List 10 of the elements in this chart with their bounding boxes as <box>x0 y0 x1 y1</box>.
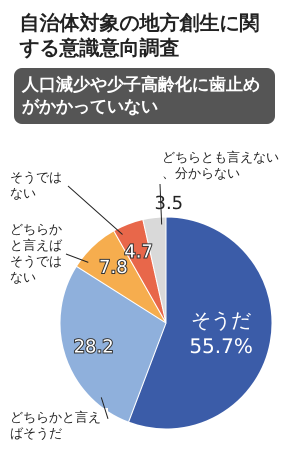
data-label: 55.7% <box>189 334 253 358</box>
slice-label: そうだ <box>191 308 252 332</box>
slice-label: そうではない <box>10 170 62 202</box>
slice-label: どちらかと言えばそうだ <box>10 410 101 442</box>
data-label: 7.8 <box>99 257 128 278</box>
slice-label: どちらとも言えない、分からない <box>162 150 279 182</box>
chart-title: 自治体対象の地方創生に関する意識意向調査 <box>18 10 260 60</box>
slice-label: どちらかと言えばそうではない <box>10 222 63 286</box>
data-label: 28.2 <box>74 336 114 358</box>
chart-subtitle: 人口減少や少子高齢化に歯止めがかかっていない <box>21 75 260 117</box>
